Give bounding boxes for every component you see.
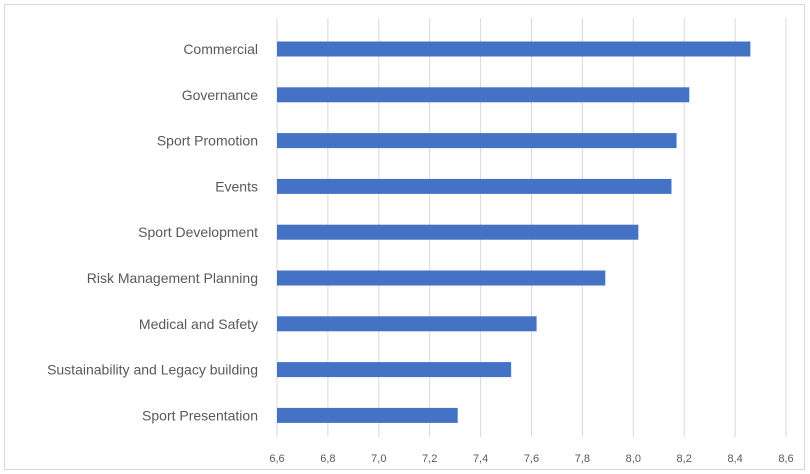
bar (277, 133, 677, 149)
bar (277, 41, 751, 57)
bar (277, 87, 690, 103)
category-label: Risk Management Planning (87, 270, 258, 286)
bar (277, 316, 537, 332)
x-tick-label: 6,6 (269, 453, 284, 465)
x-axis-tick-labels: 6,6 6,8 7,0 7,2 7,4 7,6 7,8 8,0 8,2 8,4 8,6 (269, 453, 793, 465)
x-tick-label: 7,8 (575, 453, 590, 465)
x-tick-label: 6,8 (320, 453, 335, 465)
category-label: Sustainability and Legacy building (47, 362, 258, 378)
category-labels: Commercial Governance Sport Promotion Event… (47, 41, 258, 423)
x-tick-label: 8,4 (727, 453, 742, 465)
bar (277, 270, 606, 286)
bar (277, 407, 458, 423)
bars (277, 41, 751, 423)
category-label: Sport Presentation (142, 407, 258, 423)
bar (277, 224, 639, 240)
category-label: Medical and Safety (139, 316, 258, 332)
category-label: Events (215, 178, 258, 194)
bar (277, 362, 512, 378)
x-tick-label: 8,2 (677, 453, 692, 465)
category-label: Sport Development (138, 224, 258, 240)
category-label: Commercial (183, 41, 258, 57)
x-tick-label: 7,0 (371, 453, 386, 465)
x-tick-label: 7,2 (422, 453, 437, 465)
bar (277, 178, 672, 194)
category-label: Sport Promotion (157, 133, 258, 149)
x-tick-label: 7,6 (524, 453, 539, 465)
x-tick-label: 7,4 (473, 453, 488, 465)
category-label: Governance (182, 87, 258, 103)
x-tick-label: 8,0 (626, 453, 641, 465)
x-tick-label: 8,6 (778, 453, 793, 465)
